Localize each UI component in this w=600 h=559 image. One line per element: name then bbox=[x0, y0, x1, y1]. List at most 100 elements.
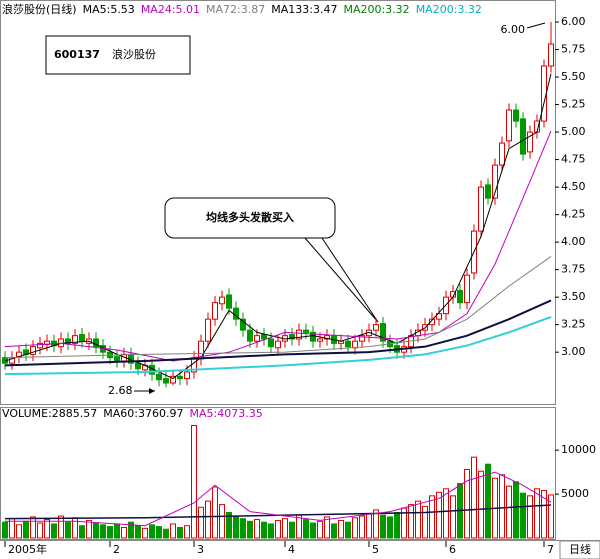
candle-body bbox=[72, 335, 78, 344]
volume-bar bbox=[310, 522, 316, 539]
volume-bar bbox=[408, 504, 414, 539]
candle-body bbox=[184, 371, 190, 380]
y-tick-label: 6.00 bbox=[561, 15, 586, 28]
stock-code: 600137 bbox=[54, 48, 100, 61]
volume-bar bbox=[121, 526, 127, 539]
ma-line bbox=[5, 471, 552, 527]
volume-bar bbox=[51, 523, 57, 539]
y-tick-label: 3.00 bbox=[561, 345, 586, 358]
volume-bar bbox=[541, 490, 547, 539]
volume-bar bbox=[58, 515, 64, 539]
volume-bar bbox=[471, 456, 477, 539]
volume-bar bbox=[254, 519, 260, 539]
y-tick-label: 4.75 bbox=[561, 153, 586, 166]
y-tick-label: 5.00 bbox=[561, 125, 586, 138]
volume-bar bbox=[499, 474, 505, 539]
candle-body bbox=[478, 186, 484, 232]
volume-bar bbox=[366, 512, 372, 539]
volume-bar bbox=[268, 523, 274, 539]
volume-bar bbox=[93, 522, 99, 539]
low-label: 2.68 bbox=[108, 384, 133, 397]
volume-bar bbox=[107, 526, 113, 539]
candle-body bbox=[37, 342, 43, 349]
volume-bar bbox=[30, 516, 36, 539]
y-tick-label: 5.75 bbox=[561, 43, 586, 56]
candle-body bbox=[513, 109, 519, 122]
header-item: VOLUME:2885.57 bbox=[2, 407, 97, 420]
x-tick-label: 2005年 bbox=[8, 542, 47, 556]
x-tick-label: 4 bbox=[288, 543, 295, 556]
header-item: MA60:3760.97 bbox=[103, 407, 183, 420]
candle-body bbox=[429, 318, 435, 326]
volume-bar bbox=[261, 521, 267, 539]
volume-bar bbox=[79, 525, 85, 539]
y-tick-label: 4.00 bbox=[561, 235, 586, 248]
volume-bar bbox=[128, 521, 134, 539]
volume-bar bbox=[324, 516, 330, 539]
candle-body bbox=[114, 356, 120, 362]
y-tick-label: 3.75 bbox=[561, 263, 586, 276]
volume-bar bbox=[485, 463, 491, 539]
volume-bar bbox=[23, 520, 29, 539]
volume-bar bbox=[2, 521, 8, 539]
volume-bar bbox=[205, 500, 211, 539]
ma-line bbox=[4, 504, 552, 520]
y-tick-label: 4.50 bbox=[561, 180, 586, 193]
candle-body bbox=[296, 329, 302, 340]
candle-body bbox=[436, 313, 442, 320]
candle-body bbox=[219, 296, 225, 305]
callout-pointer bbox=[304, 237, 379, 323]
volume-bar bbox=[177, 526, 183, 539]
volume-bar bbox=[331, 523, 337, 539]
header-item: MA72:3.87 bbox=[206, 3, 265, 16]
y-tick-label: 3.25 bbox=[561, 318, 586, 331]
volume-bar bbox=[233, 515, 239, 539]
candle-body bbox=[485, 184, 491, 199]
volume-bar bbox=[142, 527, 148, 539]
header: 浪莎股份(日线) MA5:5.53 MA24:5.01 MA72:3.87 MA133:… bbox=[2, 2, 482, 16]
x-tick-label: 7 bbox=[547, 543, 554, 556]
candle-body bbox=[310, 331, 316, 342]
ma-line bbox=[4, 73, 552, 380]
volume-bar bbox=[65, 521, 71, 539]
callout-text: 均线多头发散买入 bbox=[206, 210, 294, 224]
volume-bar bbox=[289, 521, 295, 539]
candle-body bbox=[240, 318, 246, 331]
volume-bar bbox=[443, 488, 449, 539]
volume-bar bbox=[191, 425, 197, 539]
candle-body bbox=[261, 334, 267, 340]
price-panel bbox=[0, 0, 556, 405]
candle-body bbox=[303, 329, 309, 333]
volume-bar bbox=[212, 486, 218, 539]
candle-body bbox=[226, 294, 232, 309]
ma-line bbox=[4, 316, 552, 376]
candle-body bbox=[163, 378, 169, 384]
high-label: 6.00 bbox=[501, 23, 526, 36]
volume-bar bbox=[352, 517, 358, 539]
candle-body bbox=[359, 335, 365, 342]
candle-body bbox=[548, 43, 554, 67]
volume-bar bbox=[373, 509, 379, 539]
header-item: MA133:3.47 bbox=[271, 3, 337, 16]
candle-body bbox=[373, 324, 379, 331]
volume-bar bbox=[394, 512, 400, 539]
volume-bar bbox=[275, 519, 281, 539]
candle-body bbox=[170, 375, 176, 384]
header: VOLUME:2885.57 MA60:3760.97 MA5:4073.35 bbox=[2, 407, 263, 420]
volume-bar bbox=[345, 521, 351, 539]
volume-bar bbox=[240, 518, 246, 539]
volume-bar bbox=[86, 519, 92, 539]
volume-bar bbox=[296, 514, 302, 539]
y-tick-label: 3.50 bbox=[561, 290, 586, 303]
volume-bar bbox=[114, 523, 120, 539]
volume-bar bbox=[436, 491, 442, 539]
volume-bar bbox=[317, 520, 323, 539]
volume-bar bbox=[422, 505, 428, 539]
volume-bar bbox=[149, 524, 155, 539]
candle-body bbox=[520, 118, 526, 155]
volume-bar bbox=[527, 495, 533, 539]
header-item: MA5:5.53 bbox=[83, 3, 135, 16]
volume-bar bbox=[359, 515, 365, 539]
volume-bar bbox=[534, 488, 540, 539]
